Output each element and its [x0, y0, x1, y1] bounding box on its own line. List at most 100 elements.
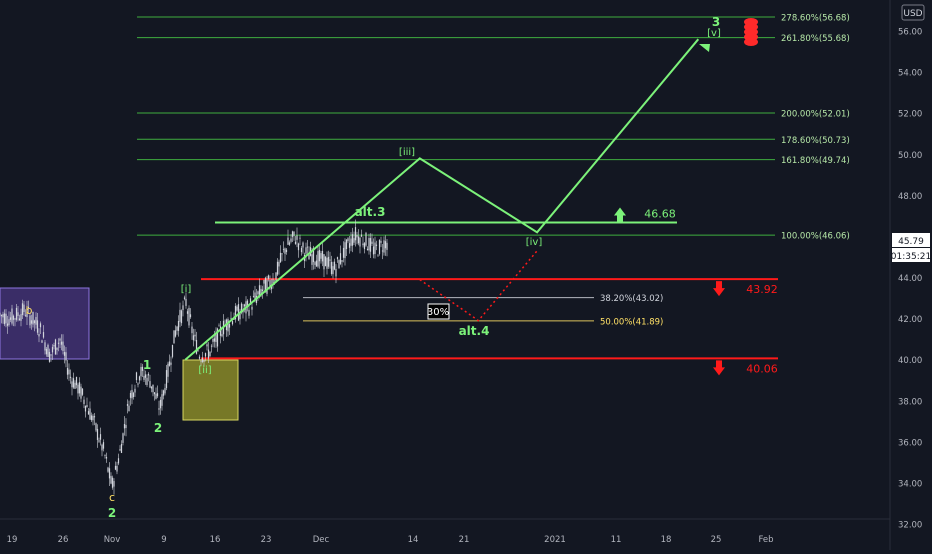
alt-projection-path[interactable]	[419, 250, 538, 322]
candle-body-96	[143, 375, 145, 380]
candle-body-106	[158, 408, 160, 410]
candle-body-255	[381, 250, 384, 252]
candle-body-218	[326, 257, 328, 269]
candle-body-55	[81, 388, 84, 395]
candle-body-196	[293, 231, 295, 236]
time-tick-2: Nov	[104, 535, 121, 545]
candle-body-130	[194, 334, 196, 337]
price-tick-4: 48.00	[898, 192, 922, 202]
candle-body-86	[128, 405, 130, 412]
candle-body-21	[30, 320, 33, 324]
candle-body-186	[278, 261, 280, 267]
candle-body-176	[263, 279, 265, 284]
candle-body-219	[327, 256, 330, 267]
candle-body-116	[173, 330, 175, 344]
candle-body-65	[96, 429, 99, 440]
candle-body-4	[5, 313, 7, 324]
wave-projection-path[interactable]	[184, 38, 700, 361]
fib-label-3: 178.60%(50.73)	[781, 136, 850, 146]
candle-body-71	[105, 456, 108, 459]
candle-body-230	[344, 242, 346, 259]
candle-body-110	[164, 388, 166, 394]
currency-label: USD	[903, 9, 922, 19]
candle-body-58	[86, 405, 88, 407]
candle-body-161	[240, 303, 243, 313]
candle-body-202	[302, 242, 304, 248]
alt-4-label: alt.4	[459, 324, 490, 338]
candle-body-179	[267, 275, 270, 279]
candle-body-242	[362, 243, 364, 246]
candle-body-170	[254, 292, 256, 299]
candle-body-206	[308, 254, 310, 260]
candle-body-214	[320, 253, 322, 259]
time-tick-11: 18	[661, 535, 672, 545]
candle-body-84	[125, 424, 127, 429]
candle-body-182	[272, 278, 274, 285]
candle-body-247	[369, 238, 372, 252]
candle-body-26	[38, 334, 40, 337]
candle-body-132	[197, 350, 199, 352]
candle-body-52	[77, 384, 79, 394]
candle-body-81	[120, 444, 123, 454]
candle-body-109	[162, 390, 165, 396]
time-axis[interactable]: 19 26 Nov 9 16 23 Dec 14 21 2021 11 18 25 Feb	[7, 535, 774, 545]
candle-body-190	[284, 248, 286, 254]
price-tick-10: 36.00	[898, 438, 922, 448]
candle-body-119	[177, 320, 180, 331]
candle-body-145	[216, 328, 219, 347]
last-price-badge	[892, 233, 930, 247]
candle-body-208	[311, 254, 313, 265]
candle-body-249	[372, 246, 375, 255]
price-tick-3: 50.00	[898, 151, 922, 161]
time-tick-1: 26	[58, 535, 69, 545]
level-arrow-up-icon-0	[614, 207, 626, 222]
time-tick-5: 23	[261, 535, 272, 545]
currency-badge[interactable]	[901, 4, 925, 21]
candle-body-253	[378, 240, 381, 254]
candle-body-153	[228, 324, 231, 328]
candle-body-31	[45, 348, 48, 355]
wave-label-2-primary: 2	[108, 506, 116, 520]
candle-body-216	[323, 254, 325, 270]
candle-body-111	[165, 370, 168, 389]
fib-label-5: 100.00%(46.06)	[781, 232, 850, 242]
wave-ii-box[interactable]	[182, 359, 239, 421]
candle-body-43	[63, 352, 66, 356]
candle-body-233	[348, 243, 351, 248]
candle-body-123	[183, 297, 186, 299]
price-tick-1: 54.00	[898, 69, 922, 79]
candle-body-93	[138, 376, 141, 381]
price-tick-6: 44.00	[898, 274, 922, 284]
candle-body-56	[83, 399, 85, 404]
candle-body-257	[384, 241, 387, 249]
candle-body-23	[33, 320, 36, 324]
wave-label-2: 2	[154, 421, 162, 435]
candle-body-9	[12, 315, 15, 320]
candle-body-66	[98, 440, 100, 442]
candle-body-15	[21, 303, 24, 315]
candle-body-205	[306, 246, 309, 248]
wave-label-b: b	[26, 304, 33, 317]
candle-body-154	[230, 317, 232, 319]
candle-body-185	[276, 261, 279, 275]
candle-body-82	[122, 433, 124, 443]
candle-body-5	[6, 323, 9, 326]
candle-body-77	[114, 465, 117, 470]
candle-body-167	[249, 298, 252, 304]
candle-body-252	[377, 255, 379, 257]
candle-body-30	[44, 342, 46, 351]
candle-body-80	[119, 449, 121, 451]
price-tick-8: 40.00	[898, 356, 922, 366]
candle-body-120	[179, 309, 181, 322]
candle-body-213	[318, 249, 321, 262]
candle-body-100	[149, 381, 151, 388]
candle-body-74	[110, 475, 112, 484]
time-tick-7: 14	[408, 535, 419, 545]
candle-body-158	[236, 306, 238, 311]
candle-body-73	[108, 468, 111, 479]
candle-body-64	[95, 423, 97, 431]
time-tick-10: 11	[611, 535, 622, 545]
candle-body-53	[78, 382, 81, 394]
